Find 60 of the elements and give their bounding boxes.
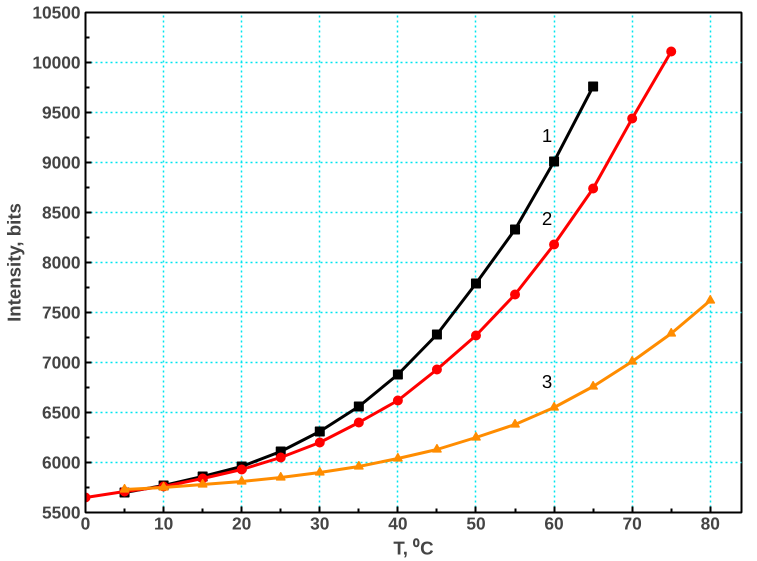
point <box>432 444 442 453</box>
point <box>392 370 403 380</box>
series-label: 2 <box>542 208 552 229</box>
point <box>666 328 676 337</box>
point <box>236 476 247 485</box>
series-label: 1 <box>542 125 552 146</box>
x-tick-label: 0 <box>80 514 90 534</box>
y-tick-label: 7500 <box>42 302 81 322</box>
y-tick-label: 10500 <box>32 2 80 22</box>
x-tick-label: 20 <box>232 514 252 534</box>
point <box>549 402 560 411</box>
point <box>588 380 598 390</box>
x-tick-label: 80 <box>700 514 720 534</box>
y-tick-label: 6000 <box>42 452 81 472</box>
point <box>276 472 286 481</box>
point <box>392 452 403 462</box>
y-tick-label: 9500 <box>42 102 81 122</box>
series-label: 3 <box>542 371 552 392</box>
point <box>354 460 364 470</box>
point <box>120 484 130 493</box>
point <box>510 224 520 234</box>
point <box>627 356 638 365</box>
point <box>432 364 442 374</box>
y-tick-label: 8500 <box>42 202 81 222</box>
x-tick-label: 50 <box>466 514 486 534</box>
point <box>510 418 520 428</box>
y-tick-label: 5500 <box>42 502 81 522</box>
y-tick-label: 7000 <box>42 352 81 372</box>
point <box>314 466 325 476</box>
point <box>470 278 481 288</box>
point <box>588 82 598 92</box>
point <box>470 330 481 340</box>
point <box>510 290 520 300</box>
point <box>666 46 676 56</box>
point <box>588 184 598 194</box>
point <box>314 426 325 436</box>
y-tick-label: 9000 <box>42 152 81 172</box>
point <box>198 478 208 488</box>
x-tick-label: 40 <box>388 514 408 534</box>
point <box>276 452 286 462</box>
y-tick-label: 10000 <box>32 52 80 72</box>
point <box>236 464 247 474</box>
x-tick-label: 60 <box>544 514 564 534</box>
point <box>432 330 442 340</box>
point <box>392 396 403 406</box>
x-tick-label: 30 <box>310 514 330 534</box>
y-tick-label: 8000 <box>42 252 81 272</box>
point <box>705 294 716 304</box>
point <box>627 114 638 124</box>
point <box>354 418 364 428</box>
point <box>549 240 560 250</box>
point <box>314 438 325 448</box>
x-tick-label: 10 <box>154 514 174 534</box>
y-axis-title: Intensity, bits <box>3 203 24 322</box>
x-axis-title: T, ⁰C <box>393 538 434 558</box>
point <box>354 402 364 412</box>
x-tick-label: 70 <box>622 514 642 534</box>
point <box>549 156 560 166</box>
y-tick-label: 6500 <box>42 402 81 422</box>
point <box>470 432 481 441</box>
